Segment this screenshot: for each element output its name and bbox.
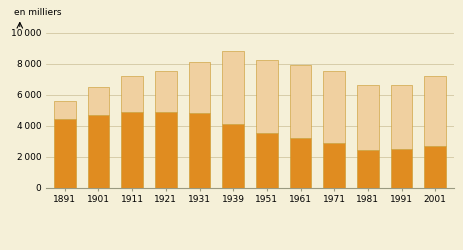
Bar	[391, 149, 413, 188]
Text: en milliers: en milliers	[14, 8, 61, 17]
Bar	[88, 87, 109, 115]
Bar	[289, 138, 312, 188]
Bar	[54, 101, 76, 119]
Bar	[424, 76, 446, 146]
Bar	[323, 142, 345, 188]
Bar	[289, 65, 312, 138]
Bar	[357, 85, 379, 150]
Bar	[391, 85, 413, 149]
Bar	[256, 133, 278, 188]
Bar	[121, 76, 143, 112]
Bar	[222, 51, 244, 124]
Bar	[88, 115, 109, 188]
Bar	[155, 71, 177, 112]
Bar	[424, 146, 446, 188]
Bar	[256, 60, 278, 133]
Bar	[188, 113, 211, 188]
Bar	[188, 62, 211, 113]
Bar	[357, 150, 379, 188]
Bar	[222, 124, 244, 188]
Bar	[121, 112, 143, 188]
Bar	[155, 112, 177, 188]
Bar	[323, 71, 345, 142]
Bar	[54, 119, 76, 188]
